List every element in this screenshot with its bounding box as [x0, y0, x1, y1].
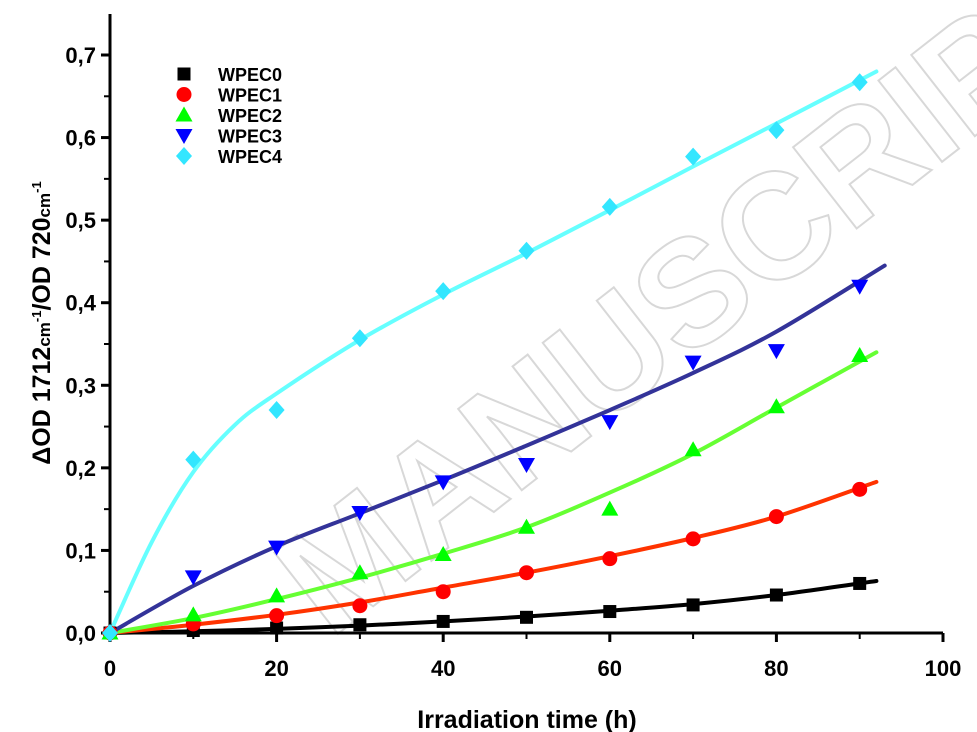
- legend-marker-wpec3: [175, 129, 193, 144]
- y-axis-title-part-2: /OD 720: [28, 217, 56, 310]
- data-point-wpec2: [518, 518, 535, 534]
- data-point-wpec3: [767, 344, 785, 360]
- data-point-wpec1: [768, 509, 784, 525]
- data-point-wpec3: [268, 540, 286, 556]
- y-axis-title-exp-1: -1: [29, 311, 44, 323]
- data-point-wpec2: [268, 587, 286, 603]
- data-point-wpec1: [852, 481, 868, 497]
- data-point-wpec0: [353, 618, 367, 632]
- legend-marker-wpec1: [176, 87, 192, 102]
- y-axis-title-part-1: ΔOD 1712: [28, 347, 56, 465]
- legend-label-wpec3: WPEC3: [218, 127, 282, 147]
- data-point-wpec2: [601, 500, 619, 516]
- data-point-wpec4: [685, 147, 702, 166]
- fit-line-wpec2: [108, 350, 879, 635]
- data-point-wpec3: [518, 458, 535, 474]
- legend-label-wpec1: WPEC1: [218, 86, 282, 106]
- y-tick-label: 0,5: [65, 208, 96, 233]
- data-point-wpec1: [602, 551, 618, 567]
- data-point-wpec0: [270, 621, 284, 635]
- data-point-wpec2: [684, 441, 702, 457]
- legend-label-wpec2: WPEC2: [218, 106, 282, 126]
- fit-line-wpec3: [108, 263, 887, 635]
- data-point-wpec1: [519, 565, 534, 581]
- data-point-wpec1: [435, 584, 451, 600]
- data-point-wpec0: [686, 598, 700, 612]
- y-tick-label: 0,7: [65, 43, 96, 68]
- data-point-wpec1: [685, 531, 701, 547]
- x-tick-label: 40: [431, 656, 455, 681]
- x-tick-label: 80: [764, 656, 788, 681]
- data-point-wpec2: [351, 564, 369, 580]
- markers: [101, 73, 869, 642]
- data-point-wpec3: [601, 415, 619, 431]
- data-point-wpec0: [520, 610, 533, 624]
- data-point-wpec2: [851, 347, 869, 363]
- data-point-wpec0: [853, 576, 867, 590]
- y-tick-label: 0,3: [65, 373, 96, 398]
- legend-marker-wpec2: [175, 106, 193, 122]
- data-point-wpec3: [851, 279, 869, 295]
- data-point-wpec0: [769, 588, 783, 602]
- data-point-wpec4: [185, 450, 202, 469]
- data-point-wpec4: [351, 329, 368, 348]
- legend-marker-wpec0: [177, 67, 191, 81]
- legend-marker-wpec4: [176, 147, 192, 165]
- y-tick-label: 0,2: [65, 456, 96, 481]
- legend-label-wpec4: WPEC4: [218, 147, 282, 167]
- data-point-wpec0: [603, 605, 617, 619]
- data-point-wpec2: [767, 398, 785, 414]
- data-point-wpec1: [269, 608, 285, 624]
- x-tick-label: 20: [264, 656, 288, 681]
- y-axis-title-exp-2: -1: [29, 181, 44, 193]
- data-point-wpec3: [684, 355, 702, 371]
- data-point-wpec3: [184, 570, 202, 586]
- y-tick-label: 0,1: [65, 538, 96, 563]
- fit-line-wpec1: [108, 479, 879, 635]
- legend-label-wpec0: WPEC0: [218, 65, 282, 85]
- x-tick-label: 100: [925, 656, 962, 681]
- data-point-wpec4: [601, 197, 618, 216]
- data-point-wpec4: [268, 401, 285, 420]
- data-point-wpec2: [184, 606, 202, 622]
- x-tick-label: 0: [104, 656, 116, 681]
- y-axis-title: ΔOD 1712cm-1/OD 720cm-1: [28, 181, 56, 464]
- data-point-wpec4: [768, 121, 785, 140]
- x-tick-label: 60: [598, 656, 622, 681]
- data-point-wpec3: [351, 505, 369, 521]
- y-tick-label: 0,4: [65, 291, 96, 316]
- fit-line-wpec4: [108, 69, 879, 635]
- data-point-wpec4: [102, 624, 118, 642]
- data-point-wpec0: [436, 614, 450, 628]
- data-point-wpec3: [434, 475, 452, 491]
- tick-labels: 0 20 40 60 80 100 0,0 0,1 0,2 0,3 0,4 0,5 0,6 0,7: [65, 43, 961, 681]
- fit-lines: [108, 69, 887, 635]
- y-axis-title-unit-1: cm: [35, 322, 54, 347]
- data-point-wpec4: [851, 73, 868, 92]
- y-tick-label: 0,6: [65, 126, 96, 151]
- data-point-wpec4: [435, 282, 452, 301]
- data-point-wpec2: [434, 546, 452, 562]
- x-axis-title: Irradiation time (h): [417, 706, 636, 732]
- fit-line-wpec0: [108, 579, 879, 635]
- y-axis-title-unit-2: cm: [35, 193, 54, 218]
- y-tick-label: 0,0: [65, 621, 96, 646]
- data-point-wpec1: [352, 598, 368, 614]
- data-point-wpec4: [518, 241, 535, 260]
